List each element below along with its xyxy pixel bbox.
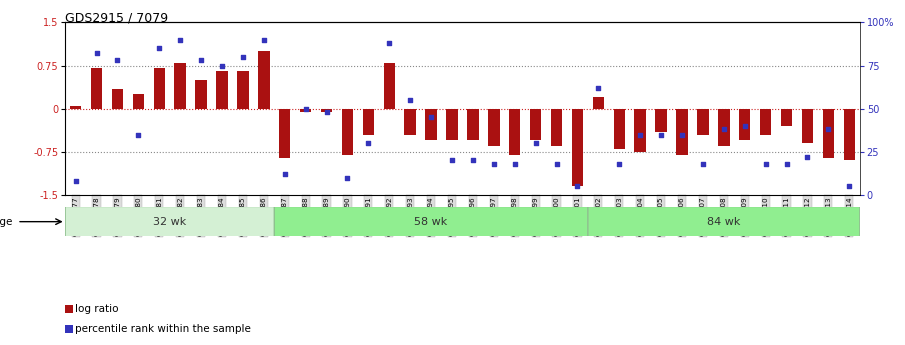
Bar [237, 71, 249, 109]
Bar [614, 109, 625, 149]
Point [235, 54, 250, 60]
Point [633, 132, 647, 137]
Text: 32 wk: 32 wk [153, 217, 186, 227]
Point [696, 161, 710, 167]
Bar [111, 89, 123, 109]
FancyBboxPatch shape [65, 207, 274, 237]
Bar [90, 68, 102, 109]
Point [152, 46, 167, 51]
Point [173, 37, 187, 42]
Point [821, 127, 835, 132]
Point [214, 63, 229, 68]
Bar [509, 109, 520, 155]
Text: 58 wk: 58 wk [414, 217, 448, 227]
Point [90, 51, 104, 56]
Bar [425, 109, 437, 140]
Bar [216, 71, 228, 109]
Point [278, 171, 292, 177]
Bar [342, 109, 353, 155]
Bar [802, 109, 814, 143]
Point [403, 97, 417, 103]
Bar [363, 109, 374, 135]
Point [779, 161, 794, 167]
Point [110, 58, 125, 63]
Bar [384, 63, 395, 109]
Point [549, 161, 564, 167]
Point [675, 132, 690, 137]
Point [466, 158, 481, 163]
Bar [467, 109, 479, 140]
Point [382, 40, 396, 46]
Point [842, 184, 856, 189]
Bar [154, 68, 165, 109]
Point [69, 178, 83, 184]
Bar [551, 109, 562, 146]
Bar [760, 109, 771, 135]
Point [612, 161, 626, 167]
Point [487, 161, 501, 167]
Point [361, 140, 376, 146]
Bar [279, 109, 291, 158]
Point [717, 127, 731, 132]
Text: log ratio: log ratio [75, 304, 119, 314]
Text: 84 wk: 84 wk [707, 217, 740, 227]
Bar [258, 51, 270, 109]
Point [299, 106, 313, 111]
Point [758, 161, 773, 167]
Bar [175, 63, 186, 109]
Point [529, 140, 543, 146]
Bar [823, 109, 834, 158]
Point [340, 175, 355, 180]
Point [257, 37, 272, 42]
Bar [781, 109, 792, 126]
Bar [195, 80, 207, 109]
Point [508, 161, 522, 167]
Bar [572, 109, 583, 186]
Point [570, 184, 585, 189]
Bar [843, 109, 855, 160]
Bar [676, 109, 688, 155]
Text: GDS2915 / 7079: GDS2915 / 7079 [65, 11, 168, 24]
Bar [593, 97, 605, 109]
Bar [133, 94, 144, 109]
FancyBboxPatch shape [274, 207, 587, 237]
Point [444, 158, 459, 163]
Point [424, 115, 438, 120]
Bar [300, 109, 311, 111]
Bar [634, 109, 646, 152]
Bar [530, 109, 541, 140]
Bar [70, 106, 81, 109]
Text: percentile rank within the sample: percentile rank within the sample [75, 324, 251, 334]
Bar [739, 109, 750, 140]
Point [800, 154, 814, 160]
Bar [697, 109, 709, 135]
Point [194, 58, 208, 63]
Point [319, 109, 334, 115]
Text: age: age [0, 217, 13, 227]
Point [131, 132, 146, 137]
Point [591, 85, 605, 91]
Point [653, 132, 668, 137]
Bar [320, 109, 332, 111]
Bar [488, 109, 500, 146]
Point [738, 123, 752, 129]
Bar [655, 109, 667, 132]
Bar [718, 109, 729, 146]
FancyBboxPatch shape [588, 207, 860, 237]
Bar [405, 109, 416, 135]
Bar [446, 109, 458, 140]
